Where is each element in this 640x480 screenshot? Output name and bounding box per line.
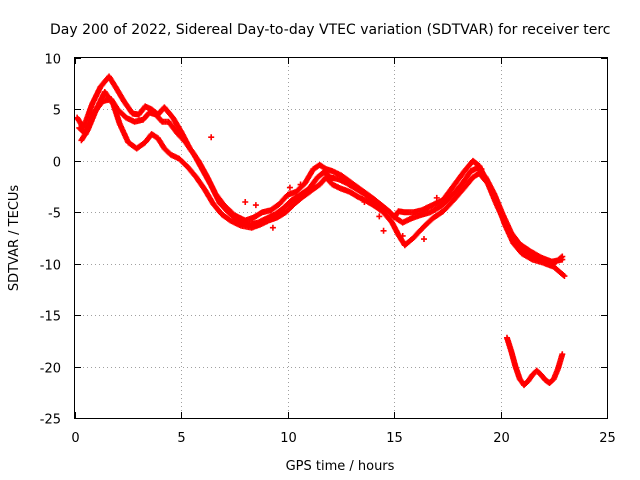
data-point: [252, 202, 259, 209]
series-scattered: [208, 134, 530, 257]
data-point: [523, 250, 530, 257]
x-tick-label: 25: [599, 431, 616, 446]
data-point: [433, 194, 440, 201]
data-point: [478, 166, 485, 173]
y-tick-label: -10: [40, 259, 61, 274]
y-tick-label: 5: [53, 104, 61, 119]
y-tick-label: -25: [40, 413, 61, 428]
data-point: [561, 273, 568, 280]
data-point: [286, 184, 293, 191]
y-tick-label: -20: [40, 362, 61, 377]
data-point: [376, 213, 383, 220]
data-points: [74, 73, 568, 389]
x-tick-label: 10: [280, 431, 297, 446]
data-point: [420, 236, 427, 243]
x-tick-label: 5: [177, 431, 185, 446]
plot-frame: [74, 57, 608, 419]
chart-title: Day 200 of 2022, Sidereal Day-to-day VTE…: [50, 22, 610, 38]
data-point: [380, 227, 387, 234]
data-point: [208, 134, 215, 141]
data-point: [242, 199, 249, 205]
y-tick-label: -15: [40, 310, 61, 325]
data-point: [297, 181, 304, 188]
y-tick-label: 10: [44, 53, 61, 68]
series-track-c: [78, 88, 568, 280]
data-point-interp: [560, 272, 567, 279]
y-axis-label: SDTVAR / TECUs: [7, 185, 22, 292]
x-tick-label: 20: [493, 431, 510, 446]
x-tick-label: 0: [71, 431, 79, 446]
y-tick-label: 0: [53, 156, 61, 171]
x-axis-label: GPS time / hours: [286, 459, 395, 474]
series-track-d: [503, 334, 566, 389]
data-point: [559, 256, 566, 263]
data-point: [559, 351, 566, 358]
data-point: [399, 232, 406, 239]
data-point: [269, 224, 276, 231]
series-track-a: [74, 73, 566, 267]
x-tick-label: 15: [386, 431, 403, 446]
y-tick-label: -5: [48, 207, 61, 222]
data-point: [361, 199, 368, 205]
